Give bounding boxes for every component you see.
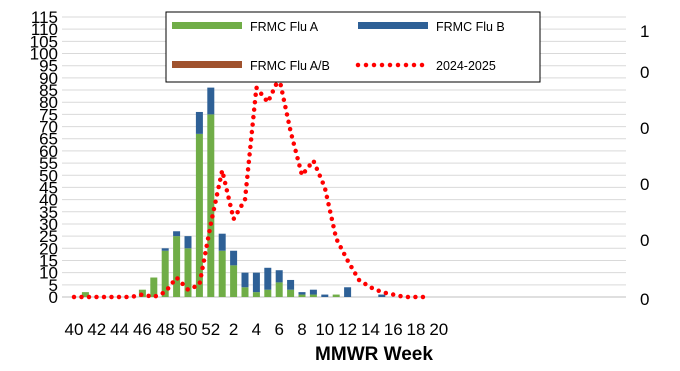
y-tick-label: 10 bbox=[39, 264, 58, 283]
y-tick-label: 50 bbox=[39, 166, 58, 185]
left-axis-ticks: 0510152025303540455055606570758085909510… bbox=[30, 8, 58, 307]
x-tick-label: 42 bbox=[87, 320, 106, 339]
y-tick-label: 35 bbox=[39, 203, 58, 222]
x-tick-label: 4 bbox=[252, 320, 261, 339]
x-tick-label: 46 bbox=[133, 320, 152, 339]
bar bbox=[287, 279, 295, 290]
bar bbox=[298, 294, 306, 297]
bar bbox=[173, 231, 181, 237]
bar bbox=[207, 87, 215, 115]
y-tick-label: 15 bbox=[39, 251, 58, 270]
bar bbox=[184, 248, 192, 297]
bar bbox=[378, 294, 386, 297]
bar bbox=[150, 277, 158, 297]
bar bbox=[161, 248, 169, 251]
y-tick-label: 95 bbox=[39, 57, 58, 76]
legend-label-flu-ab: FRMC Flu A/B bbox=[250, 59, 330, 73]
bar bbox=[252, 292, 260, 297]
y-tick-label: 30 bbox=[39, 215, 58, 234]
x-tick-label: 48 bbox=[156, 320, 175, 339]
x-tick-label: 44 bbox=[110, 320, 129, 339]
x-tick-label: 8 bbox=[297, 320, 306, 339]
legend-label-flu-a: FRMC Flu A bbox=[250, 20, 319, 34]
x-tick-label: 40 bbox=[65, 320, 84, 339]
right-tick-label: 0 bbox=[640, 63, 649, 82]
y-tick-label: 20 bbox=[39, 239, 58, 258]
legend-swatch-flu-ab bbox=[172, 61, 242, 68]
x-tick-label: 6 bbox=[274, 320, 283, 339]
right-tick-label: 0 bbox=[640, 119, 649, 138]
x-tick-label: 14 bbox=[361, 320, 380, 339]
x-tick-label: 12 bbox=[338, 320, 357, 339]
bar bbox=[264, 267, 272, 290]
y-tick-label: 70 bbox=[39, 118, 58, 137]
right-tick-label: 1 bbox=[640, 22, 649, 41]
bar bbox=[344, 287, 352, 297]
y-tick-label: 110 bbox=[31, 20, 58, 39]
legend-label-2024-2025: 2024-2025 bbox=[436, 59, 496, 73]
y-tick-label: 55 bbox=[39, 154, 58, 173]
right-axis-ticks: 0 0 0 0 0 1 bbox=[640, 22, 649, 309]
legend-label-flu-b: FRMC Flu B bbox=[436, 20, 505, 34]
bar bbox=[287, 289, 295, 297]
y-tick-label: 80 bbox=[39, 93, 58, 112]
y-tick-label: 85 bbox=[39, 81, 58, 100]
y-tick-label: 75 bbox=[39, 105, 58, 124]
y-tick-label: 45 bbox=[39, 178, 58, 197]
bar bbox=[218, 250, 226, 297]
right-tick-label: 0 bbox=[640, 175, 649, 194]
line-marks bbox=[71, 75, 430, 300]
y-tick-label: 90 bbox=[39, 69, 58, 88]
bar bbox=[309, 289, 317, 295]
y-tick-label: 25 bbox=[39, 227, 58, 246]
y-tick-label: 0 bbox=[49, 288, 58, 307]
x-tick-label: 2 bbox=[229, 320, 238, 339]
bar bbox=[195, 133, 203, 297]
legend-swatch-flu-b bbox=[358, 22, 428, 29]
right-tick-label: 0 bbox=[640, 290, 649, 309]
y-tick-label: 5 bbox=[49, 276, 58, 295]
bar bbox=[275, 282, 283, 297]
bar bbox=[264, 289, 272, 297]
bar bbox=[207, 114, 215, 298]
x-axis-ticks: 40 42 44 46 48 50 52 2 4 6 8 10 12 14 16 18 20 bbox=[65, 320, 449, 339]
bar bbox=[332, 294, 340, 297]
bar bbox=[241, 287, 249, 297]
bar bbox=[184, 236, 192, 249]
bar bbox=[241, 272, 249, 288]
y-tick-label: 115 bbox=[31, 8, 58, 27]
bar bbox=[161, 250, 169, 297]
bar bbox=[275, 270, 283, 283]
x-tick-label: 10 bbox=[315, 320, 334, 339]
bar-marks bbox=[81, 87, 386, 298]
y-tick-label: 65 bbox=[39, 130, 58, 149]
bar bbox=[309, 294, 317, 297]
bar bbox=[230, 250, 238, 266]
bar bbox=[195, 111, 203, 134]
x-tick-label: 18 bbox=[407, 320, 426, 339]
y-tick-label: 100 bbox=[30, 45, 58, 64]
x-tick-label: 52 bbox=[201, 320, 220, 339]
legend: FRMC Flu A FRMC Flu B FRMC Flu A/B 2024-… bbox=[165, 11, 541, 83]
bar bbox=[252, 272, 260, 293]
x-axis-title: MMWR Week bbox=[315, 344, 433, 365]
bar bbox=[321, 294, 329, 297]
y-tick-label: 60 bbox=[39, 142, 58, 161]
right-tick-label: 0 bbox=[640, 231, 649, 250]
bar bbox=[218, 233, 226, 251]
x-tick-label: 50 bbox=[179, 320, 198, 339]
x-tick-label: 20 bbox=[429, 320, 448, 339]
bar bbox=[298, 292, 306, 295]
bar bbox=[173, 236, 181, 297]
x-tick-label: 16 bbox=[384, 320, 403, 339]
bar bbox=[230, 265, 238, 297]
bar bbox=[81, 292, 89, 297]
y-tick-label: 105 bbox=[30, 32, 58, 51]
line-series bbox=[71, 75, 430, 300]
y-tick-label: 40 bbox=[39, 191, 58, 210]
legend-swatch-flu-a bbox=[172, 22, 242, 29]
